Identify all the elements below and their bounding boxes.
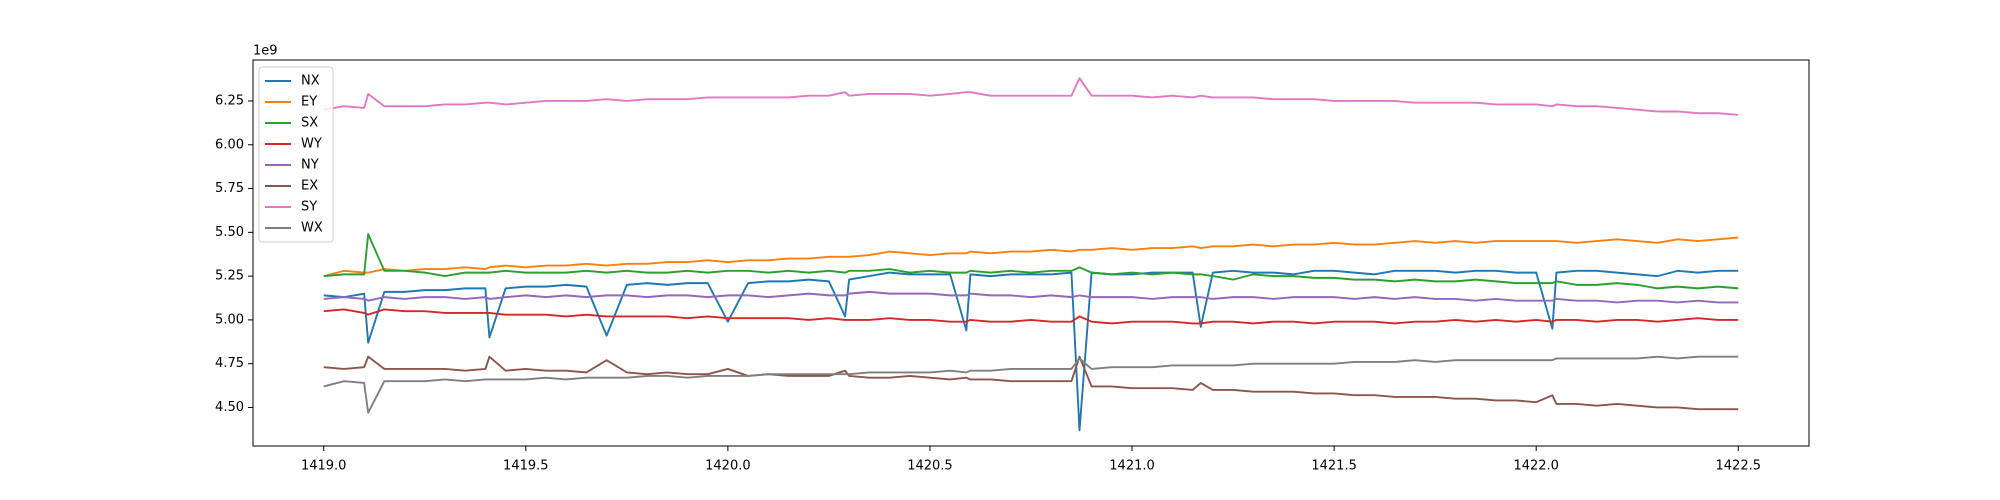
x-tick-label: 1420.5 — [907, 459, 953, 474]
x-tick-label: 1421.5 — [1311, 459, 1357, 474]
y-offset-label: 1e9 — [253, 44, 278, 59]
line-series — [323, 269, 1739, 432]
legend: NX EY SX WY NY EX SY WX — [258, 66, 334, 243]
legend-label: WY — [301, 137, 322, 152]
x-tick-label: 1422.0 — [1513, 459, 1559, 474]
y-tick-label: 4.50 — [215, 400, 244, 415]
line-series — [323, 308, 1739, 325]
legend-label: WX — [301, 221, 323, 236]
y-tick-label: 4.75 — [215, 356, 244, 371]
y-tick-label: 5.75 — [215, 181, 244, 196]
y-tick-label: 6.00 — [215, 137, 244, 152]
plot-frame — [252, 59, 1810, 447]
y-tick-label: 6.25 — [215, 93, 244, 108]
legend-label: SX — [301, 116, 318, 131]
line-series — [323, 233, 1739, 290]
y-tick-label: 5.25 — [215, 269, 244, 284]
line-series — [323, 290, 1739, 304]
legend-label: NX — [301, 74, 320, 89]
x-tick-label: 1420.0 — [705, 459, 751, 474]
line-series — [323, 355, 1739, 411]
legend-label: NY — [301, 158, 319, 173]
x-tick-label: 1421.0 — [1109, 459, 1155, 474]
legend-label: EX — [301, 179, 318, 194]
x-tick-label: 1419.5 — [503, 459, 549, 474]
y-tick-label: 5.00 — [215, 312, 244, 327]
legend-label: SY — [301, 200, 317, 215]
legend-label: EY — [301, 95, 317, 110]
line-series — [323, 355, 1739, 414]
line-series — [323, 236, 1739, 278]
y-tick-label: 5.50 — [215, 225, 244, 240]
line-series — [323, 77, 1739, 116]
x-tick-label: 1419.0 — [301, 459, 347, 474]
x-tick-label: 1422.5 — [1716, 459, 1762, 474]
legend-box — [258, 66, 334, 243]
